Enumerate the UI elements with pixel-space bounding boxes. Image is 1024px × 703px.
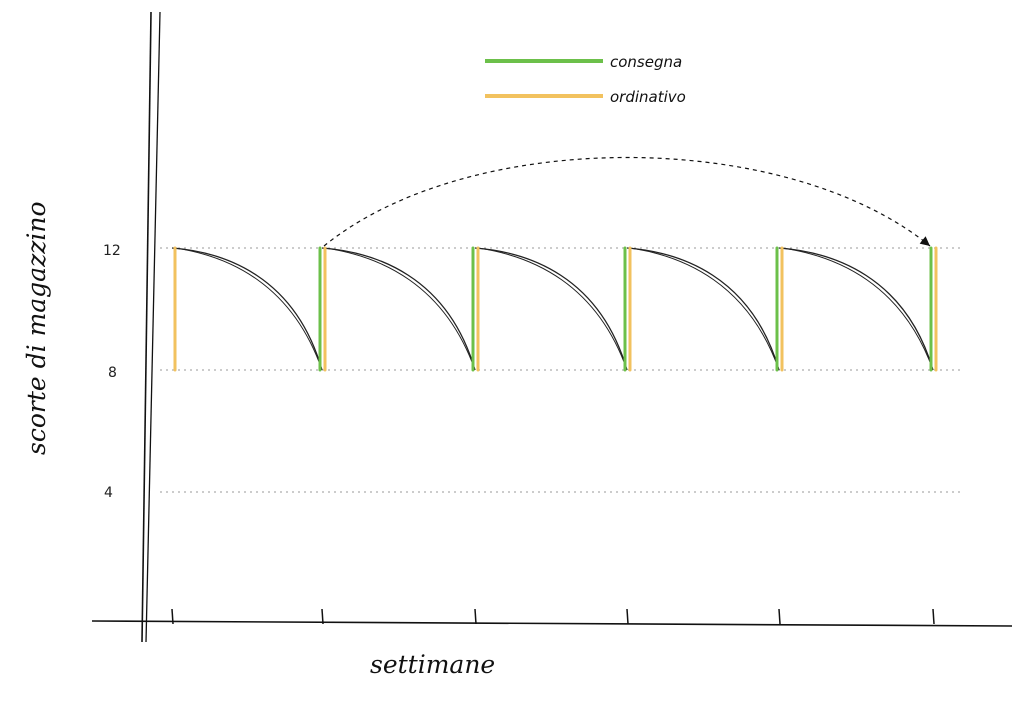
y-tick-label-8: 8	[108, 365, 117, 381]
stock-curve-5	[778, 247, 934, 371]
stock-curves	[171, 247, 934, 371]
annotation-arrow	[323, 157, 931, 247]
grid-lines	[160, 247, 964, 493]
x-axis-line	[91, 620, 1013, 627]
y-axis-label: scorte di magazzino	[22, 201, 51, 455]
stock-curve-2	[321, 247, 476, 371]
x-tick-3	[626, 608, 629, 625]
stock-curve-shadow-4	[629, 247, 780, 371]
stock-curve-shadow-5	[781, 247, 934, 371]
stock-curve-4	[626, 247, 780, 371]
y-axis-line-b	[145, 11, 161, 643]
x-tick-2	[474, 608, 477, 625]
delivery-bars	[173, 246, 938, 372]
annotation-layer	[323, 157, 931, 247]
y-tick-label-4: 4	[104, 485, 113, 501]
y-tick-label-12: 12	[103, 243, 121, 259]
x-tick-1	[321, 608, 324, 625]
legend-label-ordinativo: ordinativo	[610, 88, 686, 106]
x-axis-label: settimane	[370, 650, 495, 679]
stock-curve-shadow-3	[477, 247, 628, 371]
stock-curve-shadow-1	[174, 247, 323, 371]
x-tick-4	[778, 608, 781, 625]
axes	[91, 11, 1013, 643]
legend: consegna ordinativo	[485, 53, 686, 106]
stock-curve-1	[171, 247, 323, 371]
x-tick-5	[932, 608, 935, 625]
stock-curve-shadow-2	[324, 247, 476, 371]
y-axis-line-a	[141, 11, 152, 643]
y-tick-labels: 12 8 4	[103, 243, 121, 501]
stock-curve-3	[474, 247, 628, 371]
legend-label-consegna: consegna	[610, 53, 682, 71]
x-tick-0	[171, 608, 174, 625]
x-ticks	[171, 608, 935, 625]
